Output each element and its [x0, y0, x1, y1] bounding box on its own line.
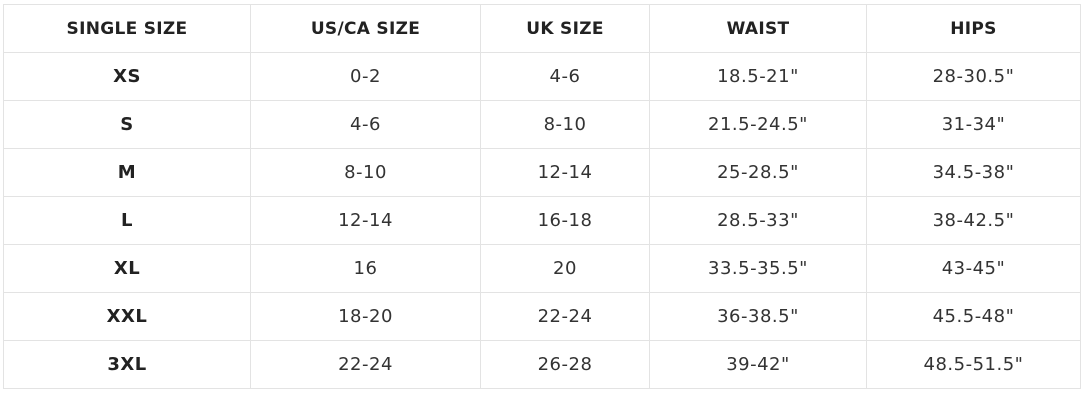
table-cell: 38-42.5" — [866, 196, 1081, 245]
table-row: 3XL 22-24 26-28 39-42" 48.5-51.5" — [3, 340, 1081, 389]
size-cell: XL — [3, 244, 251, 293]
header-cell: UK SIZE — [480, 4, 650, 53]
table-row: XS 0-2 4-6 18.5-21" 28-30.5" — [3, 52, 1081, 101]
table-row: M 8-10 12-14 25-28.5" 34.5-38" — [3, 148, 1081, 197]
table-cell: 25-28.5" — [649, 148, 867, 197]
header-cell: HIPS — [866, 4, 1081, 53]
table-cell: 34.5-38" — [866, 148, 1081, 197]
table-row: S 4-6 8-10 21.5-24.5" 31-34" — [3, 100, 1081, 149]
table-cell: 8-10 — [250, 148, 481, 197]
size-cell: XXL — [3, 292, 251, 341]
table-cell: 36-38.5" — [649, 292, 867, 341]
table-cell: 33.5-35.5" — [649, 244, 867, 293]
table-row: XXL 18-20 22-24 36-38.5" 45.5-48" — [3, 292, 1081, 341]
table-cell: 16-18 — [480, 196, 650, 245]
table-cell: 21.5-24.5" — [649, 100, 867, 149]
table-row: L 12-14 16-18 28.5-33" 38-42.5" — [3, 196, 1081, 245]
table-cell: 18.5-21" — [649, 52, 867, 101]
size-cell: 3XL — [3, 340, 251, 389]
header-cell: US/CA SIZE — [250, 4, 481, 53]
table-cell: 22-24 — [250, 340, 481, 389]
table-cell: 8-10 — [480, 100, 650, 149]
table-cell: 4-6 — [480, 52, 650, 101]
table-cell: 28.5-33" — [649, 196, 867, 245]
table-cell: 28-30.5" — [866, 52, 1081, 101]
size-cell: XS — [3, 52, 251, 101]
table-cell: 16 — [250, 244, 481, 293]
table-row: XL 16 20 33.5-35.5" 43-45" — [3, 244, 1081, 293]
size-cell: S — [3, 100, 251, 149]
size-cell: L — [3, 196, 251, 245]
table-cell: 45.5-48" — [866, 292, 1081, 341]
table-cell: 0-2 — [250, 52, 481, 101]
table-cell: 12-14 — [480, 148, 650, 197]
header-row: SINGLE SIZE US/CA SIZE UK SIZE WAIST HIPS — [3, 4, 1081, 53]
size-table: SINGLE SIZE US/CA SIZE UK SIZE WAIST HIPS XS… — [3, 4, 1081, 389]
table-cell: 48.5-51.5" — [866, 340, 1081, 389]
table-cell: 4-6 — [250, 100, 481, 149]
table-cell: 12-14 — [250, 196, 481, 245]
table-cell: 39-42" — [649, 340, 867, 389]
table-cell: 18-20 — [250, 292, 481, 341]
table-cell: 22-24 — [480, 292, 650, 341]
size-cell: M — [3, 148, 251, 197]
table-cell: 43-45" — [866, 244, 1081, 293]
table-cell: 26-28 — [480, 340, 650, 389]
header-cell: SINGLE SIZE — [3, 4, 251, 53]
table-cell: 20 — [480, 244, 650, 293]
header-cell: WAIST — [649, 4, 867, 53]
table-cell: 31-34" — [866, 100, 1081, 149]
